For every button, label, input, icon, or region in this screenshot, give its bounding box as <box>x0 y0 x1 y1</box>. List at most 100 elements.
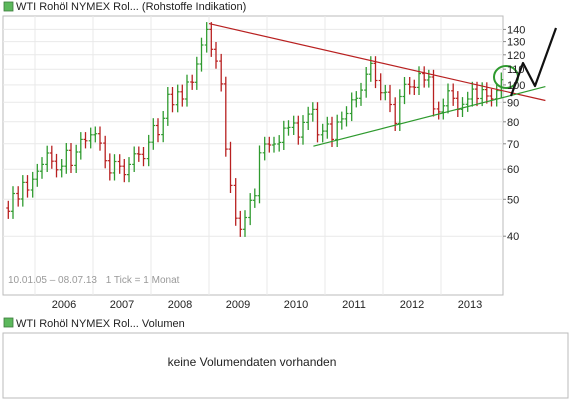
ohlc-bar <box>228 141 233 193</box>
ohlc-bar <box>180 84 185 107</box>
ohlc-bar <box>59 159 64 178</box>
ohlc-bar <box>127 157 131 183</box>
ohlc-bar <box>49 145 54 169</box>
ohlc-bar <box>25 175 30 198</box>
x-tick-label: 2011 <box>342 299 366 311</box>
ohlc-bar <box>465 91 470 112</box>
ohlc-bar <box>412 79 417 95</box>
ohlc-bar <box>378 73 383 101</box>
ohlc-bar <box>223 76 228 157</box>
ohlc-bar <box>64 143 69 174</box>
ohlc-bar <box>175 84 180 113</box>
ohlc-bar <box>383 84 388 101</box>
ohlc-bar <box>112 154 117 181</box>
ohlc-bar <box>151 118 156 150</box>
y-tick-label: 110 <box>507 64 525 76</box>
ohlc-bar <box>122 159 127 183</box>
ohlc-bar <box>35 163 40 187</box>
ohlc-bar <box>325 116 330 139</box>
ohlc-bar <box>199 37 204 72</box>
ohlc-bar <box>407 77 412 95</box>
ohlc-bar <box>257 145 262 204</box>
trend-line-resistance <box>208 23 546 102</box>
ohlc-bar <box>141 147 146 167</box>
ohlc-bar <box>132 146 137 172</box>
ohlc-bar <box>349 92 354 122</box>
ohlc-bar <box>103 135 108 169</box>
ohlc-bar <box>209 22 214 57</box>
ohlc-bar <box>291 115 296 135</box>
ohlc-bar <box>252 188 257 208</box>
ohlc-bar <box>107 153 112 181</box>
ohlc-bar <box>74 144 79 173</box>
ohlc-bar <box>243 210 247 237</box>
annotations <box>493 27 558 97</box>
ohlc-bar <box>402 77 407 105</box>
ohlc-bar <box>54 153 59 178</box>
x-tick-label: 2006 <box>52 299 76 311</box>
y-tick-label: 40 <box>507 231 519 243</box>
y-tick-label: 140 <box>507 24 525 36</box>
ohlc-bar <box>40 157 44 179</box>
ohlc-bar <box>344 106 349 127</box>
ohlc-bar <box>262 136 267 161</box>
ohlc-bar <box>248 193 253 226</box>
ohlc-bar <box>484 82 489 104</box>
ohlc-bar <box>446 83 450 114</box>
ohlc-bar <box>185 74 189 107</box>
x-tick-label: 2010 <box>284 299 308 311</box>
ohlc-bar <box>117 154 122 174</box>
ohlc-bars <box>6 22 504 237</box>
no-volume-message: keine Volumendaten vorhanden <box>168 355 337 369</box>
ohlc-bar <box>165 87 170 126</box>
ohlc-bar <box>233 178 238 226</box>
ohlc-bar <box>310 102 315 122</box>
x-tick-label: 2007 <box>110 299 134 311</box>
volume-panel-frame <box>2 332 569 399</box>
ohlc-bar <box>6 200 11 219</box>
ohlc-bar <box>315 102 320 143</box>
ohlc-bar <box>364 67 369 98</box>
ohlc-bar <box>436 101 441 120</box>
ohlc-bar <box>281 120 286 150</box>
legend-swatch-volume <box>3 317 14 328</box>
ohlc-bar <box>93 126 98 143</box>
ohlc-bar <box>431 69 436 117</box>
x-tick-label: 2008 <box>168 299 192 311</box>
y-tick-label: 80 <box>507 117 519 129</box>
price-grid <box>3 16 503 295</box>
period-range: 10.01.05 – 08.07.13 <box>8 275 97 286</box>
ohlc-bar <box>272 136 276 153</box>
ohlc-bar <box>219 53 224 92</box>
y-tick-label: 120 <box>507 50 525 62</box>
ohlc-bar <box>320 123 325 143</box>
x-tick-label: 2013 <box>458 299 482 311</box>
y-tick-label: 50 <box>507 194 519 206</box>
y-tick-label: 70 <box>507 139 519 151</box>
ohlc-bar <box>426 69 431 88</box>
ohlc-bar <box>339 111 344 130</box>
ohlc-bar <box>296 115 301 145</box>
ohlc-bar <box>30 171 35 198</box>
ohlc-bar <box>194 56 199 90</box>
y-tick-label: 100 <box>507 80 525 92</box>
ohlc-bar <box>460 97 465 117</box>
ohlc-bar <box>69 143 73 173</box>
ohlc-bar <box>136 146 141 162</box>
ohlc-bar <box>88 127 93 149</box>
ohlc-bar <box>98 126 102 151</box>
y-tick-label: 130 <box>507 37 525 49</box>
ohlc-bar <box>11 186 15 219</box>
ohlc-bar <box>20 175 25 207</box>
ohlc-bar <box>45 145 50 172</box>
ohlc-bar <box>161 111 166 143</box>
y-tick-label: 60 <box>507 164 519 176</box>
ohlc-bar <box>170 87 175 113</box>
trend-lines <box>208 23 546 147</box>
legend-volume: WTI Rohöl NYMEX Rol... Volumen <box>16 318 185 330</box>
ohlc-bar <box>470 81 475 107</box>
ohlc-bar <box>359 82 363 106</box>
ohlc-bar <box>354 91 359 108</box>
